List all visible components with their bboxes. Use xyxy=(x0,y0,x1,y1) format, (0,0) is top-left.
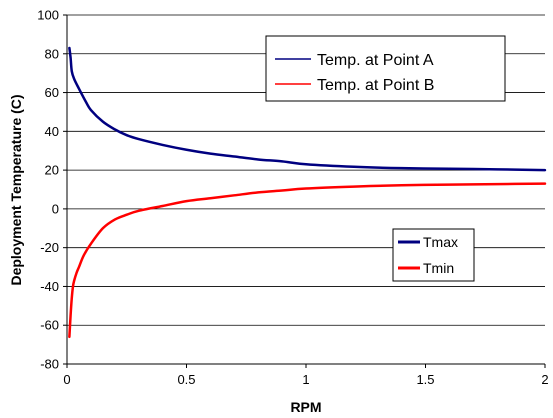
y-tick-label: -40 xyxy=(40,279,59,294)
legend-box xyxy=(392,228,475,282)
series-line-tmax xyxy=(68,46,547,172)
x-tick-label: 0.5 xyxy=(177,372,195,387)
y-tick-label: -20 xyxy=(40,240,59,255)
y-axis-ticks: -80 -60 -40 -20 0 20 40 60 80 100 xyxy=(37,8,67,372)
x-axis-title: RPM xyxy=(290,399,321,415)
legend-label-tmax: Tmax xyxy=(423,234,458,250)
x-tick-label: 1 xyxy=(302,372,309,387)
legend-label-point-a: Temp. at Point A xyxy=(317,52,434,69)
y-tick-label: 20 xyxy=(45,163,59,178)
legend-label-point-b: Temp. at Point B xyxy=(317,77,434,94)
y-tick-label: -80 xyxy=(40,357,59,372)
legend-box xyxy=(265,35,506,102)
y-tick-label: 40 xyxy=(45,124,59,139)
legend-label-tmin: Tmin xyxy=(423,260,454,276)
series-line-tmin xyxy=(68,182,547,339)
y-tick-label: 80 xyxy=(45,46,59,61)
series-layer xyxy=(68,46,547,339)
y-tick-label: 60 xyxy=(45,85,59,100)
y-tick-label: 100 xyxy=(37,8,59,23)
x-tick-label: 2 xyxy=(541,372,548,387)
legend-series: Tmax Tmin xyxy=(392,228,475,282)
legend-point-temps: Temp. at Point A Temp. at Point B xyxy=(265,35,506,102)
y-axis-title: Deployment Temperature (C) xyxy=(8,94,24,285)
x-axis-ticks: 0 0.5 1 1.5 2 xyxy=(63,364,549,387)
y-tick-label: 0 xyxy=(52,201,59,216)
x-tick-label: 1.5 xyxy=(416,372,434,387)
y-tick-label: -60 xyxy=(40,318,59,333)
x-tick-label: 0 xyxy=(63,372,70,387)
